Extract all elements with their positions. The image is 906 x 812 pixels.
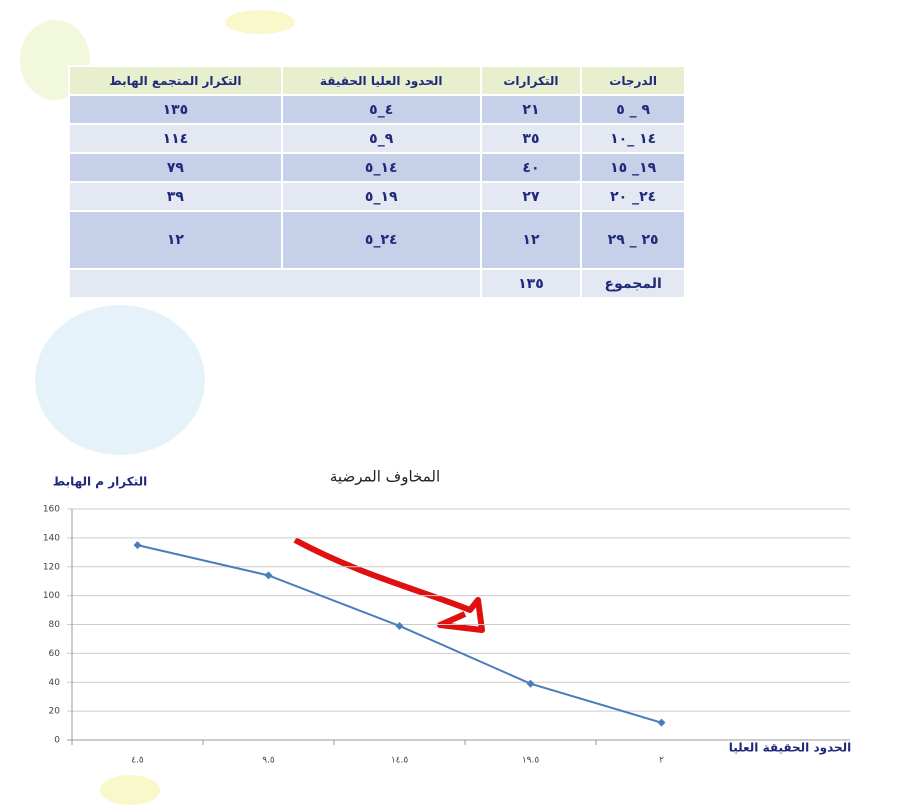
table-row: ٢٤_ ٢٠ ٢٧ ١٩_٥ ٣٩ [68, 181, 686, 212]
table-cell: ١٢ [479, 210, 583, 270]
table-cell: ١٣٥ [68, 94, 283, 125]
table-cell: ١٩_ ١٥ [580, 152, 686, 183]
y-tick-label: 140 [43, 533, 60, 543]
table-cell: ٢١ [479, 94, 583, 125]
x-tick-label: ٤.٥ [131, 756, 144, 766]
x-axis-label: الحدود الحقيقة العليا [729, 741, 852, 756]
y-tick-label: 60 [49, 649, 61, 659]
decor [100, 775, 160, 805]
x-tick-label: ٢ [659, 756, 664, 766]
y-tick-label: 80 [49, 620, 61, 630]
table-cell: ٢٧ [479, 181, 583, 212]
table-cell: ٤_٥ [280, 94, 482, 125]
decor [35, 305, 205, 455]
data-point [395, 621, 404, 630]
table-cell: ١٣٥ [479, 268, 583, 299]
y-tick-label: 20 [49, 707, 61, 717]
table-cell: ٣٩ [68, 181, 283, 212]
data-point [657, 718, 666, 727]
arrow-annotation [293, 537, 485, 633]
table-cell: ٢٤_ ٢٠ [580, 181, 686, 212]
x-tick-label: ٩.٥ [262, 756, 275, 766]
header-cell: الحدود العليا الحقيقة [280, 65, 482, 96]
data-line [137, 544, 662, 724]
table-row: ١٩_ ١٥ ٤٠ ١٤_٥ ٧٩ [68, 152, 686, 183]
table-row: المجموع ١٣٥ [68, 268, 686, 299]
table-cell: ٢٥ _ ٢٩ [580, 210, 686, 270]
y-tick-label: 40 [49, 678, 61, 688]
data-table: الدرجات التكرارات الحدود العليا الحقيقة الت… [68, 65, 686, 299]
decor [225, 10, 295, 34]
header-cell: التكرار المتجمع الهابط [68, 65, 283, 96]
data-point [526, 679, 535, 688]
table-cell: ٢٤_٥ [280, 210, 482, 270]
table-cell: ١٩_٥ [280, 181, 482, 212]
header-cell: الدرجات [580, 65, 686, 96]
data-point [264, 571, 273, 580]
x-tick-label: ١٩.٥ [522, 756, 540, 766]
table-header: الدرجات التكرارات الحدود العليا الحقيقة الت… [68, 65, 686, 96]
table-cell: ٣٥ [479, 123, 583, 154]
table-cell: ٩ _ ٥ [580, 94, 686, 125]
data-point [133, 541, 142, 550]
table-cell: ٧٩ [68, 152, 283, 183]
table-row: ٩ _ ٥ ٢١ ٤_٥ ١٣٥ [68, 94, 686, 125]
header-cell: التكرارات [479, 65, 583, 96]
table-cell: ١٤_٥ [280, 152, 482, 183]
y-tick-label: 0 [54, 736, 60, 746]
y-axis-label: التكرار م الهابط [53, 475, 148, 490]
x-tick-label: ١٤.٥ [391, 756, 409, 766]
table-cell: ٩_٥ [280, 123, 482, 154]
y-tick-label: 100 [43, 591, 60, 601]
table-row: ٢٥ _ ٢٩ ١٢ ٢٤_٥ ١٢ [68, 210, 686, 270]
y-tick-label: 160 [43, 505, 60, 515]
table-cell: ١٢ [68, 210, 283, 270]
chart-title: المخاوف المرضية [330, 468, 440, 486]
table-cell [68, 268, 482, 299]
table-cell: ٤٠ [479, 152, 583, 183]
table-cell: ١١٤ [68, 123, 283, 154]
table-cell: المجموع [580, 268, 686, 299]
y-tick-label: 120 [43, 562, 60, 572]
table-cell: ١٤ _١٠ [580, 123, 686, 154]
table-row: ١٤ _١٠ ٣٥ ٩_٥ ١١٤ [68, 123, 686, 154]
